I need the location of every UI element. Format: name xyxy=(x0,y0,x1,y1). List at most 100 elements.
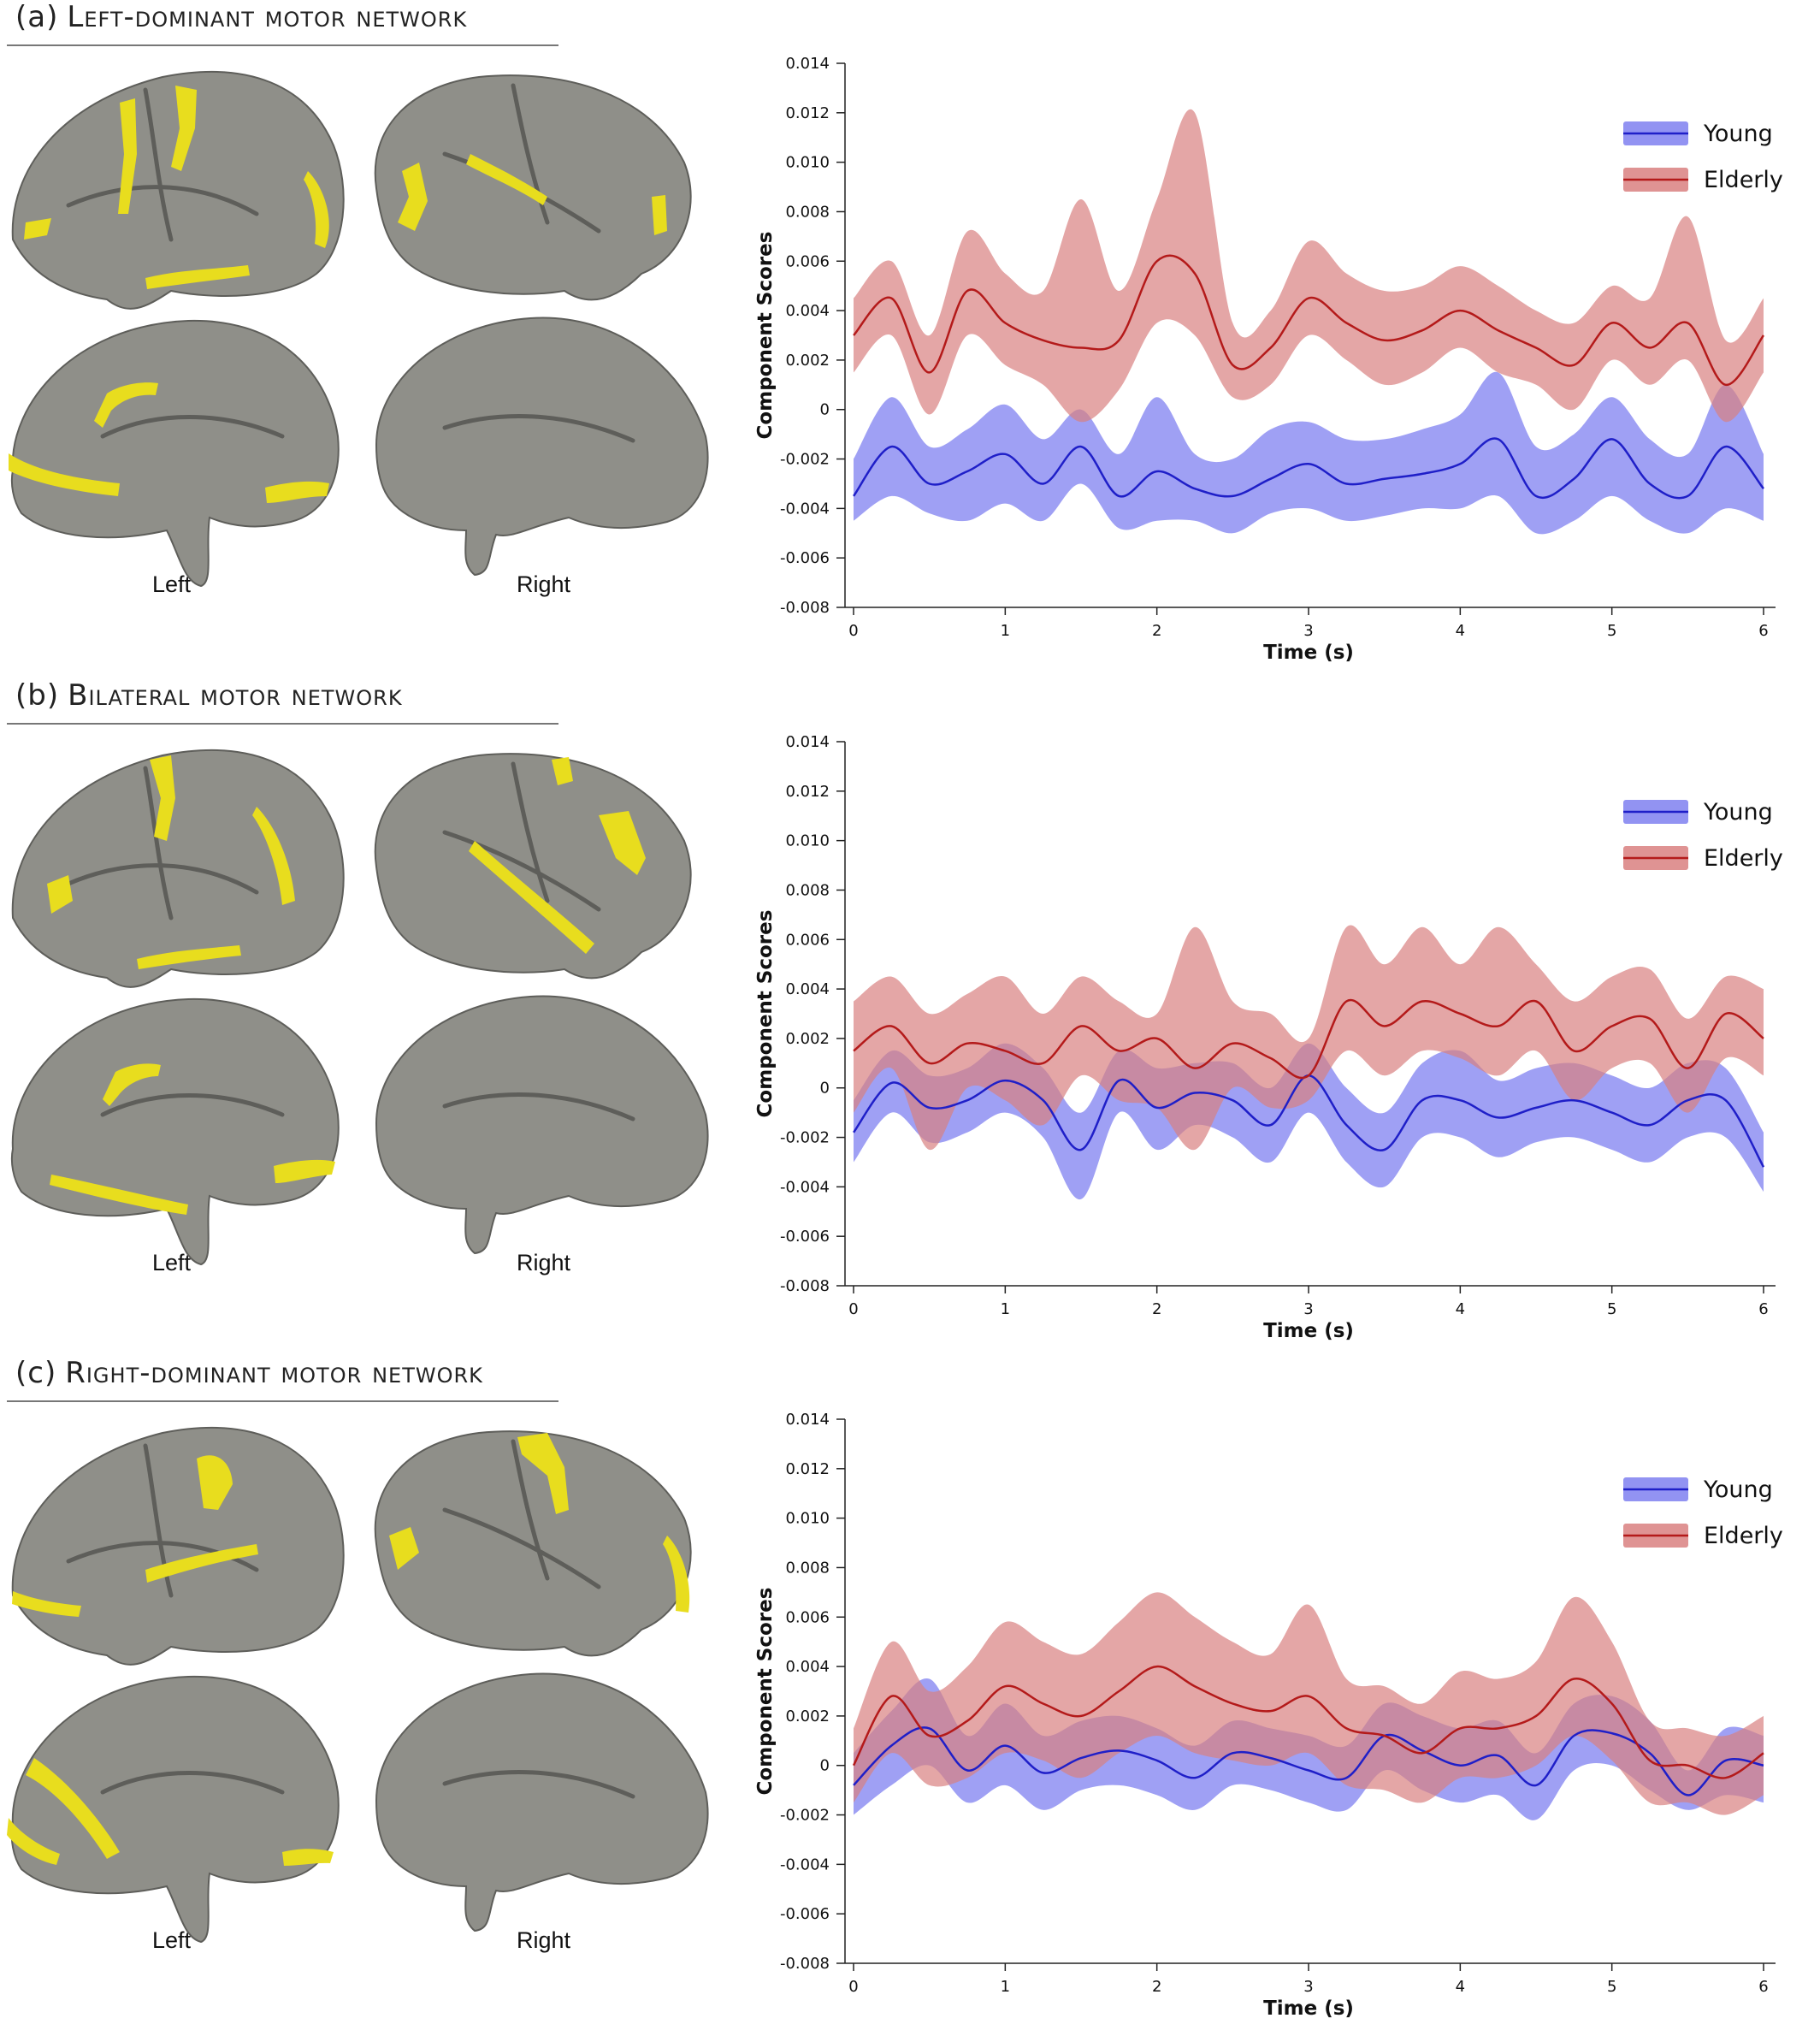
panel-c-divider xyxy=(7,1400,558,1402)
x-tick-label: 2 xyxy=(1152,622,1161,640)
panel-b-left-label: Left xyxy=(152,1250,192,1275)
y-tick-label: -0.008 xyxy=(780,599,830,617)
panel-c-left-medial-hemisphere xyxy=(7,1675,340,1944)
legend-label-young: Young xyxy=(1703,121,1773,147)
y-tick-label: 0.002 xyxy=(785,1030,830,1048)
y-tick-label: -0.002 xyxy=(780,1807,830,1825)
x-tick-label: 6 xyxy=(1758,622,1768,640)
panel-a-tag: (a) xyxy=(15,0,59,34)
panel-b-header: (b) Bilateral motor network xyxy=(15,678,403,713)
panel-b-title: Bilateral motor network xyxy=(68,678,403,713)
band-elderly xyxy=(854,1592,1764,1815)
y-tick-label: 0.006 xyxy=(785,252,830,270)
y-axis-label: Component Scores xyxy=(754,1588,777,1796)
panel-a-right-label: Right xyxy=(517,571,571,597)
x-axis-label: Time (s) xyxy=(1263,642,1354,664)
y-tick-label: 0.004 xyxy=(785,1658,830,1676)
y-tick-label: -0.002 xyxy=(780,1129,830,1147)
panel-b-brain-surfaces xyxy=(10,749,709,1266)
panel-c-right-label: Right xyxy=(517,1927,571,1953)
band-young xyxy=(854,1043,1764,1200)
legend-label-elderly: Elderly xyxy=(1704,1523,1783,1549)
x-tick-label: 2 xyxy=(1152,1300,1161,1318)
x-tick-label: 1 xyxy=(1001,622,1010,640)
x-tick-label: 6 xyxy=(1758,1978,1768,1996)
x-tick-label: 5 xyxy=(1607,1300,1616,1318)
panel-a-left-label: Left xyxy=(152,571,192,597)
y-tick-label: 0.004 xyxy=(785,980,830,998)
panel-b-tag: (b) xyxy=(15,678,60,713)
panel-c-title: Right-dominant motor network xyxy=(65,1356,483,1390)
x-tick-label: 4 xyxy=(1456,1978,1465,1996)
y-tick-label: 0 xyxy=(820,401,830,419)
y-tick-label: -0.006 xyxy=(780,1905,830,1923)
y-tick-label: 0.010 xyxy=(785,154,830,172)
panel-a-right-medial-hemisphere xyxy=(375,317,709,577)
panel-c-left-lateral-hemisphere xyxy=(11,1426,345,1666)
band-elderly xyxy=(854,109,1764,423)
line-young xyxy=(853,1726,1764,1796)
y-tick-label: -0.002 xyxy=(780,451,830,469)
x-tick-label: 6 xyxy=(1758,1300,1768,1318)
y-tick-label: 0.010 xyxy=(785,832,830,850)
x-tick-label: 5 xyxy=(1607,622,1616,640)
panel-c-left-label: Left xyxy=(152,1927,192,1953)
y-tick-label: 0 xyxy=(820,1757,830,1775)
y-tick-label: -0.008 xyxy=(780,1277,830,1295)
panel-c-right-medial-hemisphere xyxy=(375,1672,709,1932)
y-tick-label: 0.008 xyxy=(785,203,830,221)
panel-a-divider xyxy=(7,44,558,46)
line-elderly xyxy=(852,1665,1764,1779)
y-tick-label: -0.008 xyxy=(780,1955,830,1973)
chart-svg: 0.014 0.012 0.010 0.008 0.006 0.004 0.002 0 -0.0… xyxy=(754,55,1783,664)
panel-b-right-lateral-hemisphere xyxy=(374,753,692,980)
chart-svg: 0.014 0.012 0.010 0.008 0.006 0.004 0.002 0 -0.0… xyxy=(754,1411,1783,2020)
y-tick-label: -0.006 xyxy=(780,1228,830,1246)
y-tick-label: -0.004 xyxy=(780,500,830,518)
y-tick-label: 0.012 xyxy=(785,1460,830,1478)
x-tick-label: 3 xyxy=(1303,1978,1313,1996)
panel-a-left-lateral-hemisphere xyxy=(11,70,345,310)
y-tick-label: 0 xyxy=(820,1080,830,1098)
panel-c-chart: 0.014 0.012 0.010 0.008 0.006 0.004 0.002 0 -0.0… xyxy=(736,1356,1820,2032)
y-tick-label: 0.012 xyxy=(785,783,830,801)
x-tick-label: 3 xyxy=(1303,622,1313,640)
y-tick-label: 0.014 xyxy=(785,733,830,751)
y-tick-label: 0.008 xyxy=(785,881,830,899)
legend-label-young: Young xyxy=(1703,799,1773,826)
y-tick-label: 0.008 xyxy=(785,1559,830,1577)
chart-svg: 0.014 0.012 0.010 0.008 0.006 0.004 0.002 0 -0.0… xyxy=(754,733,1783,1342)
panel-c-tag: (c) xyxy=(15,1356,57,1390)
x-axis-label: Time (s) xyxy=(1263,1998,1354,2020)
legend-label-young: Young xyxy=(1703,1477,1773,1503)
y-tick-label: 0.014 xyxy=(785,55,830,73)
panel-a-header: (a) Left-dominant motor network xyxy=(15,0,467,34)
line-young xyxy=(852,437,1764,500)
legend-label-elderly: Elderly xyxy=(1704,167,1783,193)
panel-a: (a) Left-dominant motor network xyxy=(0,0,1820,676)
y-tick-label: 0.014 xyxy=(785,1411,830,1429)
legend-label-elderly: Elderly xyxy=(1704,845,1783,872)
x-tick-label: 1 xyxy=(1001,1300,1010,1318)
band-elderly xyxy=(854,925,1764,1151)
x-tick-label: 4 xyxy=(1456,622,1465,640)
y-tick-label: -0.004 xyxy=(780,1178,830,1196)
panel-c: (c) Right-dominant motor network xyxy=(0,1356,1820,2021)
panel-c-brain-surfaces xyxy=(7,1426,709,1944)
x-axis-label: Time (s) xyxy=(1263,1320,1354,1342)
line-elderly xyxy=(853,998,1764,1080)
y-tick-label: 0.006 xyxy=(785,931,830,949)
panel-b: (b) Bilateral motor network xyxy=(0,678,1820,1354)
x-tick-label: 4 xyxy=(1456,1300,1465,1318)
y-axis-label: Component Scores xyxy=(754,910,777,1118)
panel-b-right-medial-hemisphere xyxy=(375,995,709,1255)
panel-a-brain-surfaces xyxy=(9,70,709,588)
panel-c-header: (c) Right-dominant motor network xyxy=(15,1356,483,1390)
panel-a-chart: 0.014 0.012 0.010 0.008 0.006 0.004 0.002 0 -0.0… xyxy=(736,0,1820,676)
y-axis-label: Component Scores xyxy=(754,232,777,440)
y-tick-label: 0.012 xyxy=(785,104,830,122)
y-tick-label: 0.006 xyxy=(785,1608,830,1626)
x-tick-label: 0 xyxy=(848,1300,858,1318)
panel-c-right-lateral-hemisphere xyxy=(374,1430,692,1657)
panel-b-left-lateral-hemisphere xyxy=(11,749,345,988)
